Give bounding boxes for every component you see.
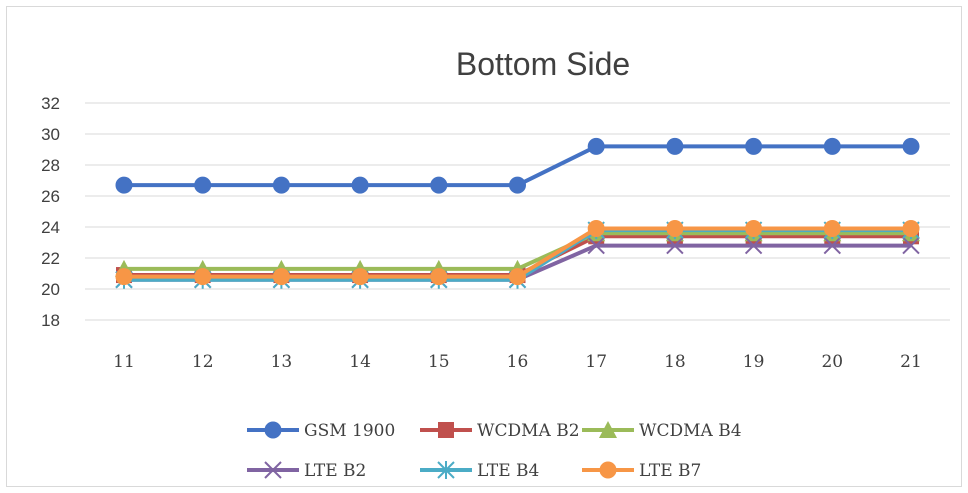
data-point [599,421,617,438]
y-tick-label: 18 [41,311,60,330]
x-tick-label: 20 [821,352,843,372]
data-point [666,236,684,255]
data-point [745,137,763,155]
x-tick-label: 21 [900,352,922,372]
x-axis-ticks: 11 12 13 14 15 16 17 18 19 20 21 [113,352,922,372]
legend-item: GSM 1900 [247,421,395,441]
data-point [745,220,763,238]
data-point [599,461,617,479]
data-point [509,268,526,286]
data-point [587,220,605,238]
data-point [437,461,455,479]
data-point [194,268,212,286]
y-tick-label: 32 [41,94,60,113]
x-tick-label: 11 [113,352,135,372]
data-point [430,268,448,286]
data-point [509,176,526,194]
legend-label: WCDMA B2 [477,421,580,441]
data-point [438,422,454,438]
legend-label: LTE B7 [639,461,701,481]
legend-item: WCDMA B2 [420,421,580,441]
legend-item: LTE B2 [247,461,366,481]
data-point [823,137,841,155]
series-gsm-1900 [115,137,920,194]
legend-item: LTE B4 [420,461,539,481]
x-tick-label: 18 [664,352,686,372]
data-point [264,461,282,479]
data-point [351,176,369,194]
x-tick-label: 19 [743,352,765,372]
data-point [666,220,684,238]
y-tick-label: 30 [41,125,60,144]
series-lte-b7 [115,220,920,286]
data-point [194,176,212,194]
x-tick-label: 15 [428,352,450,372]
series-lines [115,137,920,289]
data-point [264,421,282,439]
legend-label: WCDMA B4 [639,421,742,441]
x-tick-label: 17 [585,352,607,372]
y-tick-label: 24 [41,218,60,237]
y-tick-label: 28 [41,156,60,175]
x-tick-label: 13 [271,352,293,372]
y-tick-label: 20 [41,280,60,299]
data-point [666,137,684,155]
y-axis-ticks: 18 20 22 24 26 28 30 32 [41,94,60,330]
chart-title: Bottom Side [456,46,630,82]
data-point [115,268,133,286]
data-point [272,176,290,194]
x-tick-label: 12 [192,352,214,372]
y-tick-label: 26 [41,187,60,206]
data-point [587,137,605,155]
data-point [902,236,920,255]
x-tick-label: 14 [349,352,371,372]
legend-label: GSM 1900 [304,421,395,441]
data-point [430,176,448,194]
data-point [744,236,763,255]
data-point [823,220,841,238]
legend: GSM 1900 WCDMA B2 WCDMA B4 LTE B2 LTE B4 LTE … [247,421,742,481]
data-point [902,137,920,155]
data-point [587,236,605,255]
y-tick-label: 22 [41,249,60,268]
legend-label: LTE B4 [477,461,539,481]
legend-label: LTE B2 [304,461,366,481]
data-point [115,176,133,194]
data-point [902,220,920,238]
data-point [351,268,369,286]
data-point [823,236,842,255]
gridlines [85,102,950,321]
legend-item: LTE B7 [582,461,701,481]
x-tick-label: 16 [507,352,529,372]
legend-item: WCDMA B4 [582,421,742,441]
data-point [272,268,290,286]
